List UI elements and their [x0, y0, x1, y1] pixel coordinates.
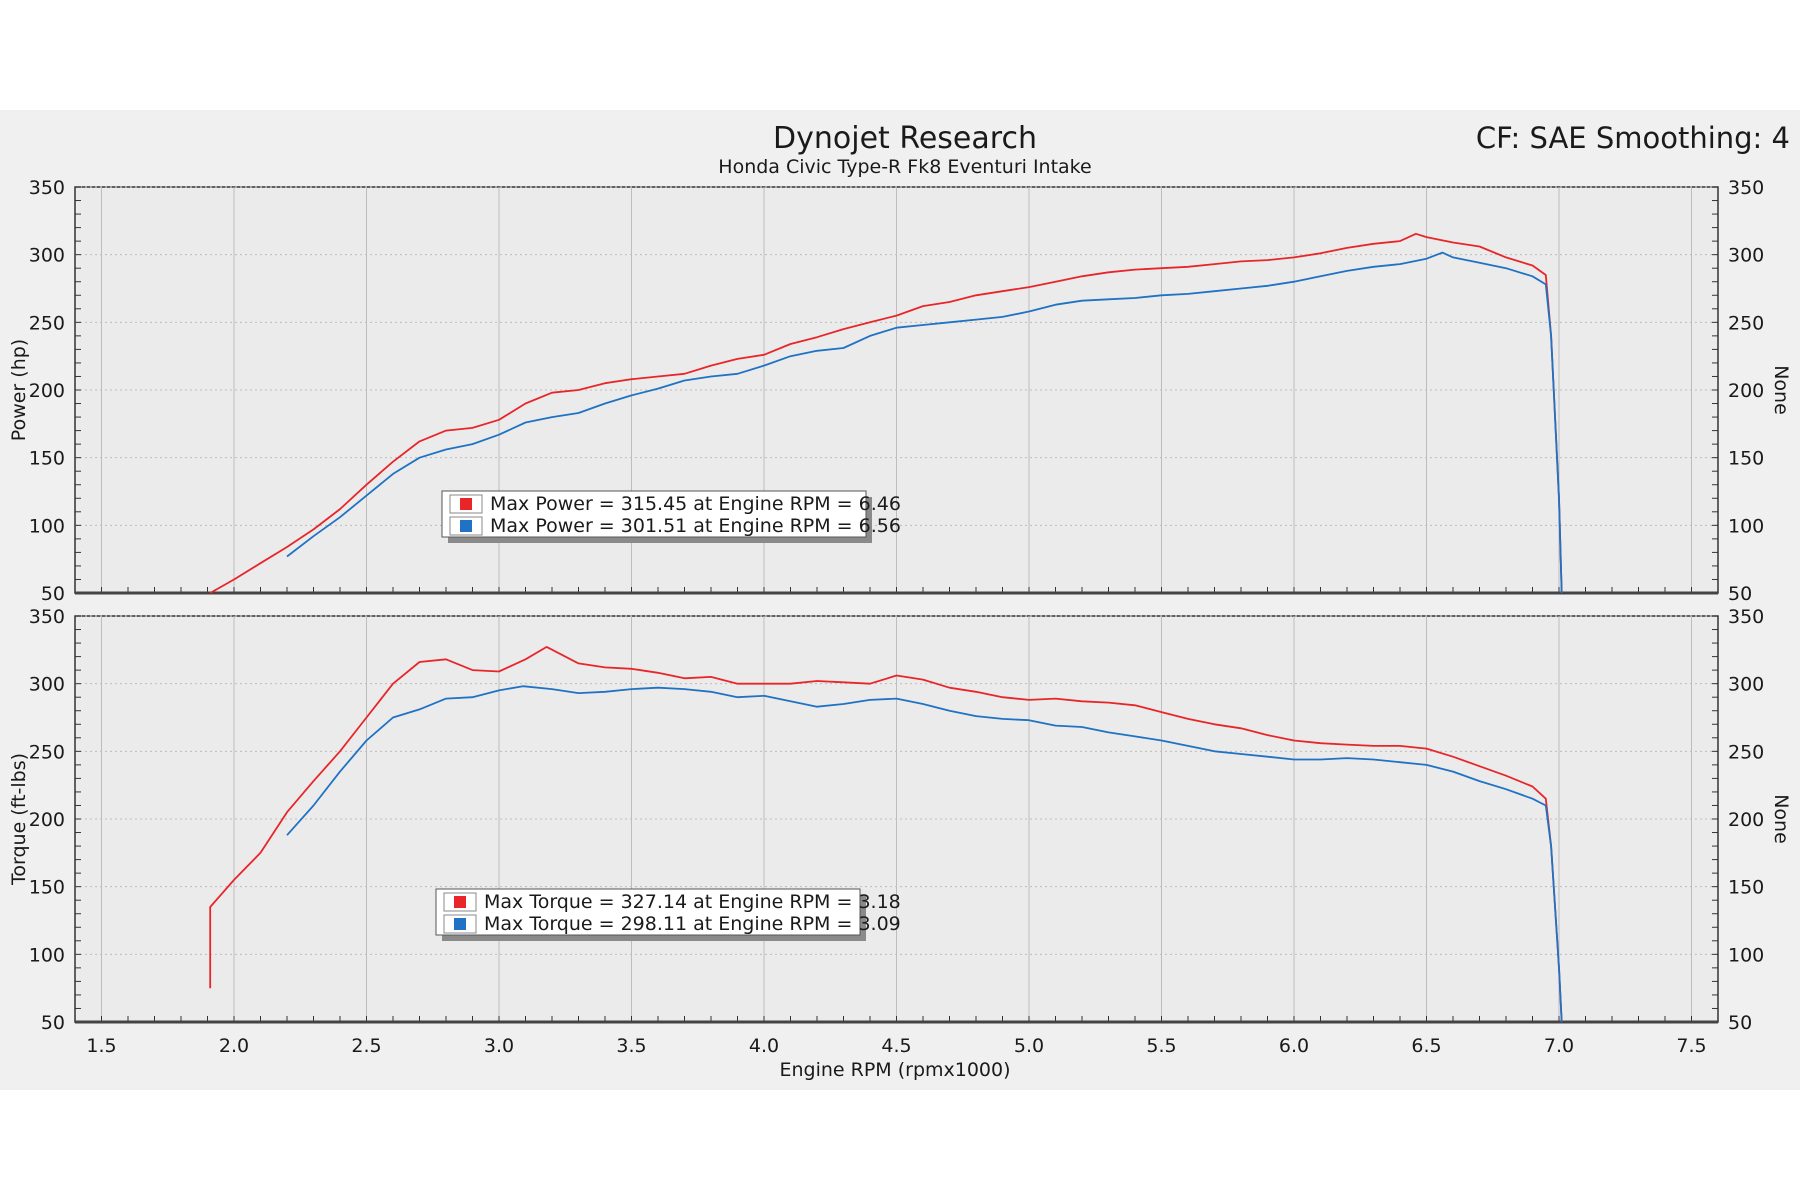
x-tick-label: 7.0 [1544, 1035, 1574, 1057]
x-tick-label: 3.0 [484, 1035, 514, 1057]
x-tick-label: 2.0 [219, 1035, 249, 1057]
y-tick-label: 350 [29, 177, 65, 199]
x-tick-label: 6.0 [1279, 1035, 1309, 1057]
y-right-tick-label: 300 [1728, 674, 1764, 696]
legend-entry: Max Torque = 327.14 at Engine RPM = 3.18 [484, 891, 901, 913]
legend-swatch [460, 520, 472, 532]
legend: Max Torque = 327.14 at Engine RPM = 3.18… [435, 888, 901, 941]
y-tick-label: 150 [29, 877, 65, 899]
y-right-tick-label: 50 [1728, 1012, 1752, 1034]
y-right-tick-label: 100 [1728, 515, 1764, 537]
x-tick-label: 2.5 [351, 1035, 381, 1057]
x-tick-label: 3.5 [616, 1035, 646, 1057]
legend-swatch [454, 918, 466, 930]
legend-box [441, 490, 867, 538]
y-right-tick-label: 200 [1728, 809, 1764, 831]
correction-factor-label: CF: SAE Smoothing: 4 [1476, 121, 1790, 155]
legend-entry: Max Power = 301.51 at Engine RPM = 6.56 [490, 515, 901, 537]
legend-box [435, 888, 861, 936]
legend-entry: Max Torque = 298.11 at Engine RPM = 3.09 [484, 913, 901, 935]
y-tick-label: 250 [29, 741, 65, 763]
y-tick-label: 50 [41, 1012, 65, 1034]
y-right-tick-label: 250 [1728, 741, 1764, 763]
y-right-tick-label: 100 [1728, 944, 1764, 966]
y-right-tick-label: 200 [1728, 380, 1764, 402]
x-axis-label: Engine RPM (rpmx1000) [779, 1059, 1010, 1081]
x-tick-label: 5.0 [1014, 1035, 1044, 1057]
series-line-2 [286, 685, 1563, 1023]
torque-panel: 50 50 100 100 150 150 200 200 250 250 300 300 350 350… [8, 606, 1792, 1034]
x-tick-label: 7.5 [1676, 1035, 1706, 1057]
y-tick-label: 250 [29, 312, 65, 334]
y-tick-label: 100 [29, 944, 65, 966]
legend-entry: Max Power = 315.45 at Engine RPM = 6.46 [490, 493, 901, 515]
chart-title: Dynojet Research [773, 121, 1037, 156]
y-right-tick-label: 150 [1728, 448, 1764, 470]
series-line-1 [209, 232, 1563, 594]
x-tick-label: 5.5 [1146, 1035, 1176, 1057]
y-tick-label: 300 [29, 245, 65, 267]
power-panel: 50 50 100 100 150 150 200 200 250 250 300 300 350 350… [8, 177, 1792, 605]
x-tick-label: 1.5 [86, 1035, 116, 1057]
y-tick-label: 350 [29, 606, 65, 628]
y-tick-label: 100 [29, 515, 65, 537]
series-line-1 [209, 646, 1563, 1023]
series-line-2 [286, 251, 1563, 594]
y-right-tick-label: 350 [1728, 606, 1764, 628]
y-right-tick-label: 250 [1728, 312, 1764, 334]
y-axis-label: Torque (ft-lbs) [8, 753, 30, 886]
legend-swatch [454, 896, 466, 908]
chart-subtitle: Honda Civic Type-R Fk8 Eventuri Intake [718, 156, 1091, 178]
y-tick-label: 150 [29, 448, 65, 470]
right-axis-label: None [1770, 365, 1792, 415]
right-axis-label: None [1770, 794, 1792, 844]
x-axis-ticks: 1.5 2.0 2.5 3.0 3.5 4.0 4.5 5.0 5.5 6.0 6.5 7.0 7.5 [86, 1035, 1706, 1057]
y-axis-label: Power (hp) [8, 339, 30, 441]
y-tick-label: 200 [29, 380, 65, 402]
y-tick-label: 300 [29, 674, 65, 696]
y-tick-label: 200 [29, 809, 65, 831]
x-tick-label: 4.5 [881, 1035, 911, 1057]
y-right-tick-label: 350 [1728, 177, 1764, 199]
y-tick-label: 50 [41, 583, 65, 605]
x-tick-label: 4.0 [749, 1035, 779, 1057]
y-right-tick-label: 300 [1728, 245, 1764, 267]
y-right-tick-label: 150 [1728, 877, 1764, 899]
x-tick-label: 6.5 [1411, 1035, 1441, 1057]
y-right-tick-label: 50 [1728, 583, 1752, 605]
legend: Max Power = 315.45 at Engine RPM = 6.46M… [441, 490, 901, 543]
legend-swatch [460, 498, 472, 510]
